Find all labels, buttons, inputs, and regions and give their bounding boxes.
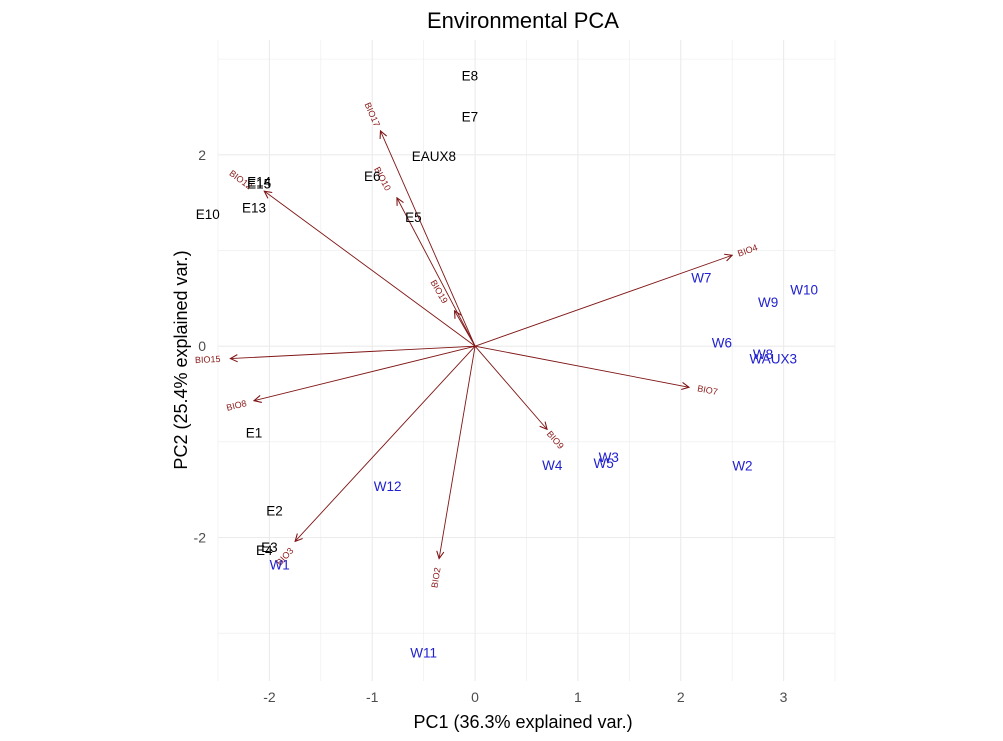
loading-arrow <box>254 345 476 401</box>
grid <box>217 40 836 681</box>
point-label-e3: E3 <box>261 540 278 555</box>
point-label-w3: W3 <box>599 450 619 465</box>
loading-arrow <box>397 198 476 347</box>
loading-arrow <box>264 191 476 347</box>
loading-bio4: BIO4 <box>474 242 759 347</box>
loading-arrow <box>439 346 476 558</box>
axis-ticks: -2 -1 0 1 2 3 -2 0 2 <box>194 147 788 705</box>
point-label-e10: E10 <box>196 207 220 222</box>
loading-arrow <box>474 255 732 347</box>
point-label-e4: E4 <box>256 543 273 558</box>
point-label-e6: E6 <box>364 169 381 184</box>
point-label-w6: W6 <box>712 335 732 350</box>
point-label-e15: E15 <box>247 177 271 192</box>
loading-bio12: BIO12 <box>227 168 476 347</box>
point-label-w1: W1 <box>270 557 290 572</box>
loading-label: BIO15 <box>195 354 221 365</box>
point-label-e7: E7 <box>462 110 479 125</box>
y-tick-label: 0 <box>198 338 206 354</box>
point-label-e5: E5 <box>405 210 422 225</box>
loading-arrow <box>455 311 476 347</box>
point-label-e13: E13 <box>242 200 266 215</box>
loading-bio3: BIO3 <box>274 345 476 568</box>
point-label-e2: E2 <box>266 504 283 519</box>
loading-label: BIO9 <box>545 429 566 451</box>
x-axis-title: PC1 (36.3% explained var.) <box>413 712 632 732</box>
point-label-e1: E1 <box>246 425 263 440</box>
x-tick-label: -2 <box>263 689 276 705</box>
x-tick-label: 0 <box>471 689 479 705</box>
point-label-waux3: WAUX3 <box>750 352 798 367</box>
loading-bio8: BIO8 <box>225 345 476 413</box>
x-tick-label: -1 <box>366 689 379 705</box>
point-label-w11: W11 <box>410 645 437 660</box>
x-tick-label: 3 <box>780 689 788 705</box>
loading-bio7: BIO7 <box>474 345 719 397</box>
loading-bio9: BIO9 <box>474 345 566 451</box>
x-tick-label: 2 <box>677 689 685 705</box>
point-label-w2: W2 <box>732 459 752 474</box>
x-tick-label: 1 <box>574 689 582 705</box>
loading-bio2: BIO2 <box>429 346 476 589</box>
point-label-e8: E8 <box>462 68 479 83</box>
point-label-w12: W12 <box>374 479 402 494</box>
point-label-w8: W8 <box>753 347 773 362</box>
chart-title: Environmental PCA <box>427 8 619 33</box>
point-label-e14: E14 <box>247 175 272 190</box>
loading-label: BIO8 <box>225 398 247 413</box>
point-label-w7: W7 <box>691 270 711 285</box>
loading-arrow <box>230 345 476 358</box>
loading-label: BIO17 <box>363 101 382 128</box>
y-tick-label: -2 <box>194 529 207 545</box>
point-label-w4: W4 <box>542 458 563 473</box>
loading-arrow <box>474 345 547 429</box>
y-tick-label: 2 <box>198 147 206 163</box>
point-label-eaux8: EAUX8 <box>412 149 456 164</box>
loading-bio19: BIO19 <box>428 278 476 347</box>
loading-label: BIO4 <box>736 242 759 258</box>
y-axis-title: PC2 (25.4% explained var.) <box>171 250 191 469</box>
loading-arrow <box>474 345 689 387</box>
point-label-w5: W5 <box>594 456 614 471</box>
loading-bio15: BIO15 <box>195 345 476 365</box>
loading-label: BIO7 <box>696 383 718 397</box>
point-label-w10: W10 <box>790 283 818 298</box>
point-label-w9: W9 <box>758 295 778 310</box>
loading-label: BIO2 <box>429 567 442 589</box>
loading-arrow <box>295 345 476 541</box>
